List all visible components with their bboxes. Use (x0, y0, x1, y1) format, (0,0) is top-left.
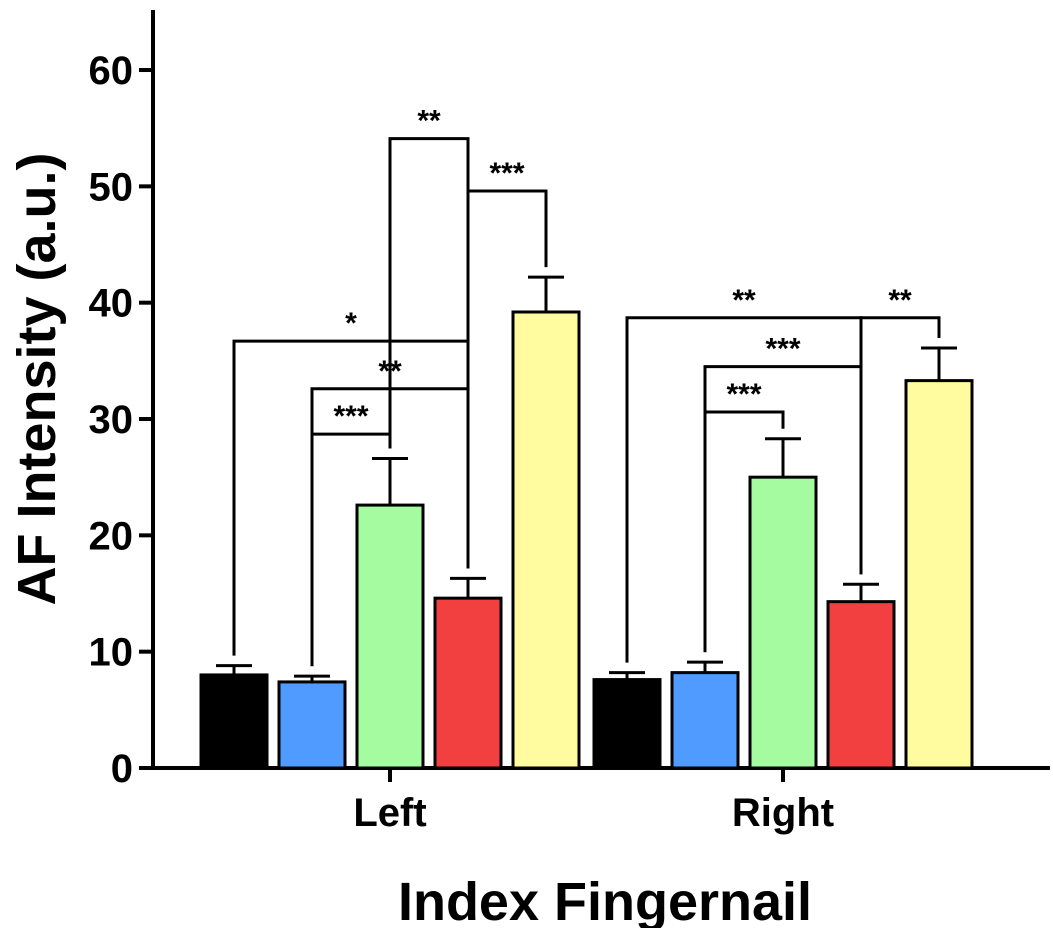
significance-brackets: ************* ******** (232, 105, 941, 667)
significance-bracket (625, 316, 863, 663)
significance-bracket (310, 432, 392, 667)
y-tick-label: 50 (89, 165, 134, 209)
significance-label: ** (378, 355, 402, 388)
bar-series3-left (355, 503, 425, 770)
bar-series1-right (592, 678, 662, 770)
y-tick-label: 10 (89, 631, 134, 675)
significance-bracket (703, 410, 785, 653)
x-axis: Left Right (153, 766, 1050, 835)
y-tick-label: 40 (89, 282, 134, 326)
significance-label: *** (765, 333, 800, 366)
bar-series5-right (904, 379, 974, 770)
significance-label: *** (489, 157, 524, 190)
bar-series2-left (277, 680, 347, 770)
x-tick-label-right: Right (732, 791, 834, 835)
significance-label: ** (732, 284, 756, 317)
y-tick-label: 30 (89, 398, 134, 442)
bar-series3-right (748, 475, 818, 770)
significance-label: *** (333, 400, 368, 433)
significance-label: ** (417, 105, 441, 138)
bar-series4-left (433, 596, 503, 770)
y-axis: 0 10 20 30 40 50 60 (89, 10, 155, 791)
bar-series1-left (199, 673, 269, 770)
y-tick-label: 0 (111, 747, 133, 791)
bar-series4-right (826, 600, 896, 770)
bars (199, 275, 974, 770)
x-tick-label-left: Left (353, 791, 426, 835)
significance-label: ** (888, 284, 912, 317)
significance-label: *** (726, 378, 761, 411)
x-axis-title: Index Fingernail (398, 872, 812, 928)
significance-label: * (345, 307, 357, 340)
y-axis-title: AF Intensity (a.u.) (7, 152, 67, 605)
bar-series5-left (511, 310, 581, 770)
y-tick-label: 20 (89, 514, 134, 558)
bar-series2-right (670, 671, 740, 770)
y-tick-label: 60 (89, 49, 134, 93)
